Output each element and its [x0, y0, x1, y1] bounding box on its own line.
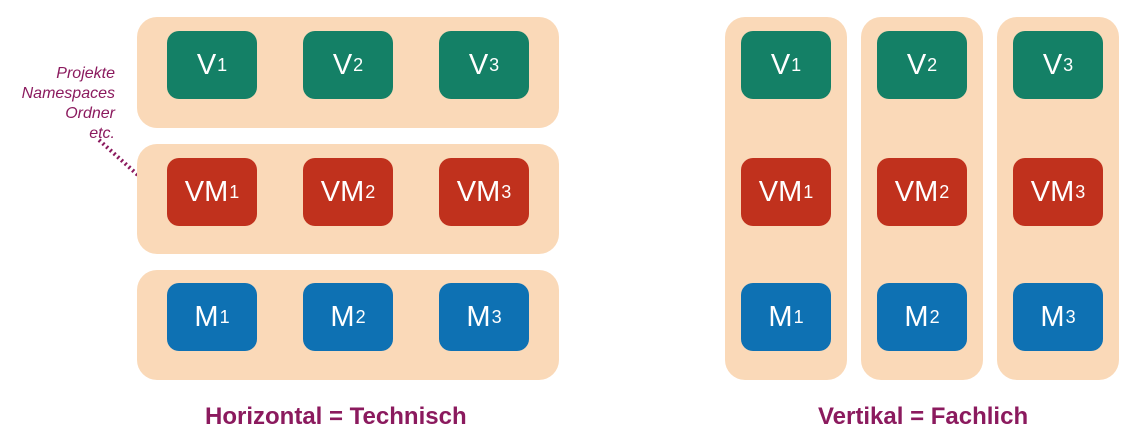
viewmodel-tile-3: VM 3: [439, 158, 529, 226]
note-line: Namespaces: [21, 85, 115, 102]
viewmodel-tile-1: VM 1: [167, 158, 257, 226]
note-line: Ordner: [65, 105, 115, 122]
viewmodel-tile-3: VM 3: [1013, 158, 1103, 226]
note-line: Projekte: [56, 65, 115, 82]
viewmodel-tile-2: VM 2: [877, 158, 967, 226]
caption-vertical: Vertikal = Fachlich: [818, 403, 1029, 430]
grouping-note: Projekte Namespaces Ordner etc.: [20, 64, 115, 144]
viewmodel-tile-1: VM 1: [741, 158, 831, 226]
note-line: etc.: [89, 125, 115, 142]
viewmodel-tile-2: VM 2: [303, 158, 393, 226]
caption-horizontal: Horizontal = Technisch: [205, 403, 467, 430]
dotted-connector-line: [97, 138, 152, 188]
